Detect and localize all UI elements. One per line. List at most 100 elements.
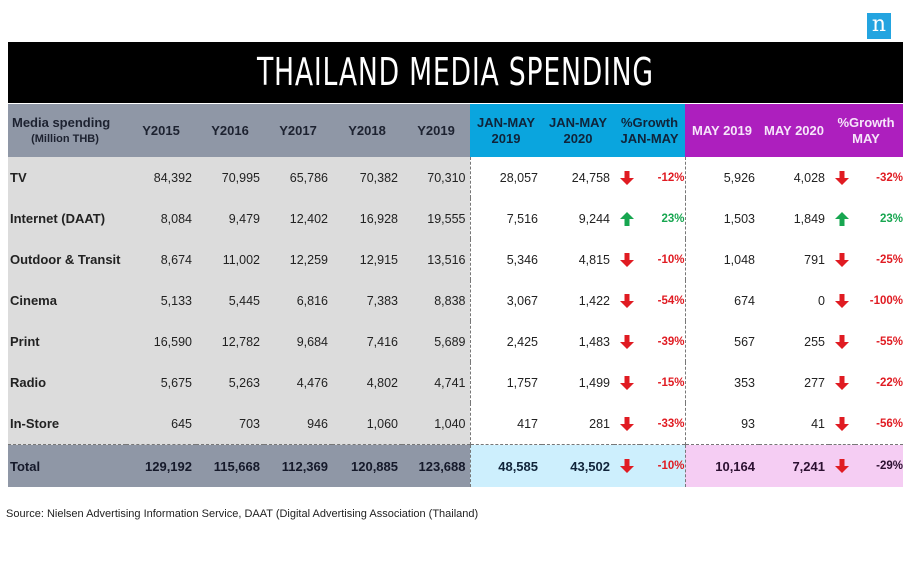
year-value: 65,786 — [264, 157, 332, 198]
growth-janmay-value: -12% — [640, 157, 686, 198]
header-year: Y2015 — [126, 104, 196, 157]
header-janmay-2019: JAN-MAY 2019 — [470, 104, 542, 157]
may-2020-value: 0 — [759, 280, 829, 321]
arrow-down-icon — [835, 375, 849, 390]
growth-janmay-value: -15% — [640, 362, 686, 403]
header-growth-may-l2: MAY — [852, 130, 880, 146]
table-row: In-Store 645 703 946 1,060 1,040 417 281 -33% 93 4… — [8, 403, 903, 445]
growth-may-arrow — [829, 321, 855, 362]
growth-janmay-arrow — [614, 157, 640, 198]
may-2020-value: 277 — [759, 362, 829, 403]
year-value: 12,782 — [196, 321, 264, 362]
year-value: 16,590 — [126, 321, 196, 362]
may-2020-value: 791 — [759, 239, 829, 280]
page-title-text: THAILAND MEDIA SPENDING — [257, 50, 654, 94]
year-value: 84,392 — [126, 157, 196, 198]
year-value: 1,040 — [402, 403, 471, 445]
header-janmay-2020-l1: JAN-MAY — [548, 114, 608, 130]
year-value: 129,192 — [126, 444, 196, 487]
year-value: 5,263 — [196, 362, 264, 403]
janmay-2020-value: 43,502 — [542, 444, 614, 487]
year-value: 645 — [126, 403, 196, 445]
growth-janmay-value: -10% — [640, 239, 686, 280]
growth-janmay-arrow — [614, 280, 640, 321]
year-value: 12,402 — [264, 198, 332, 239]
arrow-down-icon — [835, 293, 849, 308]
table-row: TV 84,392 70,995 65,786 70,382 70,310 28,057 24… — [8, 157, 903, 198]
may-2019-value: 10,164 — [685, 444, 759, 487]
year-value: 70,310 — [402, 157, 471, 198]
growth-janmay-arrow — [614, 403, 640, 445]
row-label: Radio — [8, 362, 126, 403]
arrow-up-icon — [835, 211, 849, 226]
janmay-2020-value: 1,499 — [542, 362, 614, 403]
header-year: Y2019 — [402, 104, 470, 157]
media-spending-table: Media spending (Million THB) Y2015 Y2016… — [8, 104, 903, 487]
header-year: Y2016 — [196, 104, 264, 157]
row-label: TV — [8, 157, 126, 198]
source-note: Source: Nielsen Advertising Information … — [6, 508, 479, 520]
may-2019-value: 1,048 — [685, 239, 759, 280]
arrow-down-icon — [620, 416, 634, 431]
arrow-down-icon — [620, 252, 634, 267]
janmay-2020-value: 281 — [542, 403, 614, 445]
janmay-2019-value: 3,067 — [470, 280, 542, 321]
row-label: Cinema — [8, 280, 126, 321]
growth-may-arrow — [829, 403, 855, 445]
row-label: Print — [8, 321, 126, 362]
year-value: 12,915 — [332, 239, 402, 280]
row-label: Outdoor & Transit — [8, 239, 126, 280]
growth-may-value: -25% — [855, 239, 903, 280]
growth-may-arrow — [829, 280, 855, 321]
growth-may-value: -55% — [855, 321, 903, 362]
year-value: 6,816 — [264, 280, 332, 321]
table-row: Radio 5,675 5,263 4,476 4,802 4,741 1,757 1,499… — [8, 362, 903, 403]
header-janmay-2020: JAN-MAY 2020 — [542, 104, 614, 157]
header-may-2020: MAY 2020 — [759, 104, 829, 157]
header-may-2019: MAY 2019 — [685, 104, 759, 157]
growth-may-value: -32% — [855, 157, 903, 198]
year-value: 123,688 — [402, 444, 471, 487]
header-growth-janmay-l1: %Growth — [620, 114, 679, 130]
year-value: 946 — [264, 403, 332, 445]
may-2019-value: 567 — [685, 321, 759, 362]
arrow-down-icon — [835, 416, 849, 431]
may-2020-value: 1,849 — [759, 198, 829, 239]
arrow-down-icon — [620, 334, 634, 349]
growth-janmay-value: -54% — [640, 280, 686, 321]
arrow-down-icon — [835, 459, 849, 474]
header-growth-janmay: %Growth JAN-MAY — [614, 104, 685, 157]
year-value: 70,382 — [332, 157, 402, 198]
year-value: 70,995 — [196, 157, 264, 198]
growth-may-value: 23% — [855, 198, 903, 239]
year-value: 7,416 — [332, 321, 402, 362]
year-value: 9,684 — [264, 321, 332, 362]
table-row: Outdoor & Transit 8,674 11,002 12,259 12,915… — [8, 239, 903, 280]
janmay-2019-value: 48,585 — [470, 444, 542, 487]
janmay-2019-value: 7,516 — [470, 198, 542, 239]
arrow-down-icon — [620, 459, 634, 474]
year-value: 5,133 — [126, 280, 196, 321]
year-value: 8,674 — [126, 239, 196, 280]
header-janmay-2020-l2: 2020 — [563, 130, 593, 146]
year-value: 19,555 — [402, 198, 471, 239]
row-label: Total — [8, 444, 126, 487]
janmay-2020-value: 9,244 — [542, 198, 614, 239]
janmay-2019-value: 28,057 — [470, 157, 542, 198]
row-label: Internet (DAAT) — [8, 198, 126, 239]
may-2020-value: 4,028 — [759, 157, 829, 198]
year-value: 8,838 — [402, 280, 471, 321]
year-value: 12,259 — [264, 239, 332, 280]
growth-janmay-arrow — [614, 444, 640, 487]
arrow-down-icon — [835, 252, 849, 267]
header-label-line1: Media spending — [12, 114, 111, 130]
header-janmay-2019-l1: JAN-MAY — [476, 114, 536, 130]
growth-may-arrow — [829, 198, 855, 239]
arrow-down-icon — [835, 170, 849, 185]
page-title: THAILAND MEDIA SPENDING — [8, 42, 903, 103]
may-2019-value: 353 — [685, 362, 759, 403]
growth-may-arrow — [829, 362, 855, 403]
growth-may-arrow — [829, 157, 855, 198]
year-value: 5,689 — [402, 321, 471, 362]
janmay-2019-value: 2,425 — [470, 321, 542, 362]
